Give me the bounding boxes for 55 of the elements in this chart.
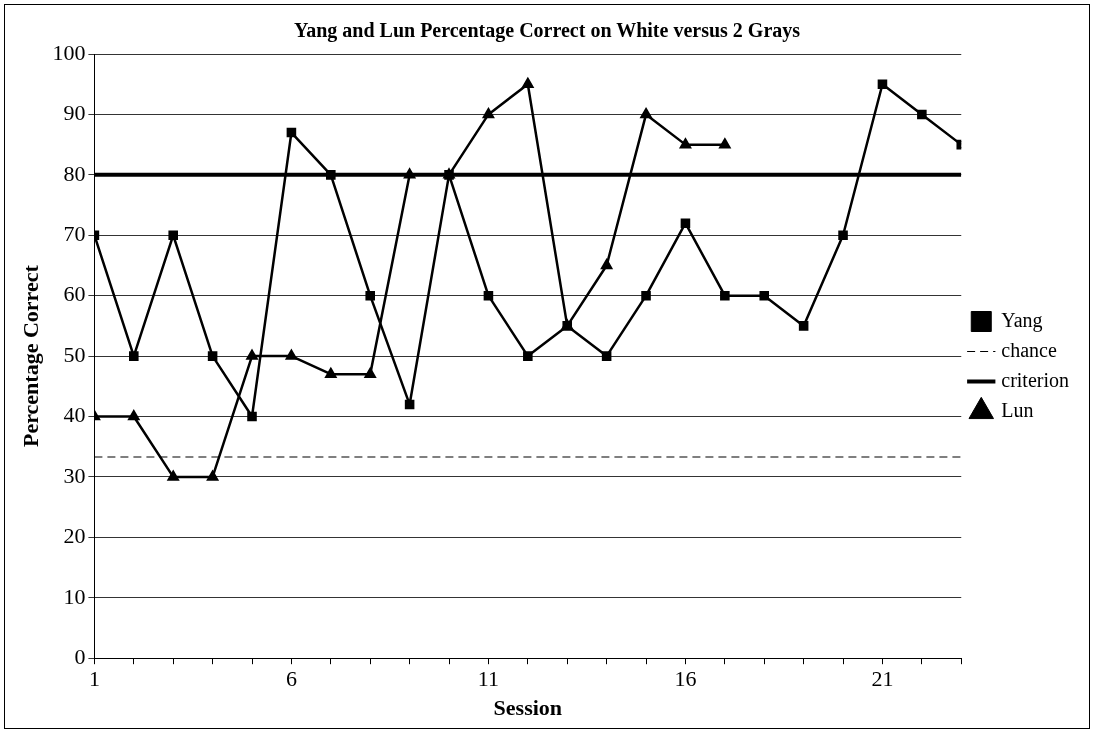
legend-label: Lun	[1001, 398, 1034, 421]
legend-label: criterion	[1001, 368, 1070, 391]
legend-label: chance	[1001, 338, 1057, 361]
point	[759, 290, 770, 301]
point	[838, 230, 848, 241]
point	[247, 411, 257, 422]
x-axis-title: Session	[493, 695, 563, 721]
y-tick-label: 10	[63, 583, 86, 609]
point	[325, 367, 337, 378]
y-tick-label: 0	[74, 643, 86, 669]
x-tick-label: 1	[88, 666, 100, 692]
point	[917, 109, 927, 120]
point	[601, 351, 612, 361]
y-tick-label: 30	[63, 462, 86, 488]
point	[326, 170, 336, 180]
point	[522, 77, 534, 88]
x-tick-label: 11	[477, 666, 500, 692]
point	[798, 321, 809, 331]
point	[285, 349, 297, 360]
point	[286, 127, 297, 138]
y-tick-label: 70	[63, 221, 86, 247]
y-tick-label: 90	[63, 100, 86, 126]
point	[129, 351, 139, 361]
y-tick-label: 50	[63, 341, 86, 367]
y-tick-label: 100	[52, 39, 86, 65]
point	[364, 367, 376, 378]
y-tick-label: 40	[63, 402, 86, 428]
x-tick-label: 16	[674, 666, 697, 692]
y-tick-label: 20	[63, 523, 86, 549]
y-axis-title: Percentage Correct	[17, 264, 43, 448]
x-tick-label: 6	[285, 666, 297, 692]
point	[877, 79, 888, 89]
point	[482, 108, 495, 119]
point	[207, 470, 219, 481]
y-tick-label: 60	[63, 281, 86, 307]
point	[246, 349, 258, 360]
point	[128, 410, 140, 421]
point	[680, 218, 691, 228]
point	[640, 108, 652, 119]
point	[483, 290, 494, 301]
point	[720, 290, 730, 301]
point	[168, 230, 178, 241]
point	[207, 351, 218, 361]
chart-title: Yang and Lun Percentage Correct on White versus 2 Grays	[293, 19, 801, 43]
point	[601, 259, 613, 270]
point	[365, 290, 375, 301]
y-tick-label: 80	[63, 160, 86, 186]
legend-label: Yang	[1001, 308, 1043, 332]
point	[719, 138, 731, 149]
point	[523, 351, 533, 361]
point	[167, 470, 179, 481]
x-tick-label: 21	[871, 666, 894, 692]
point	[404, 399, 415, 410]
point	[679, 138, 692, 149]
point	[641, 290, 651, 301]
